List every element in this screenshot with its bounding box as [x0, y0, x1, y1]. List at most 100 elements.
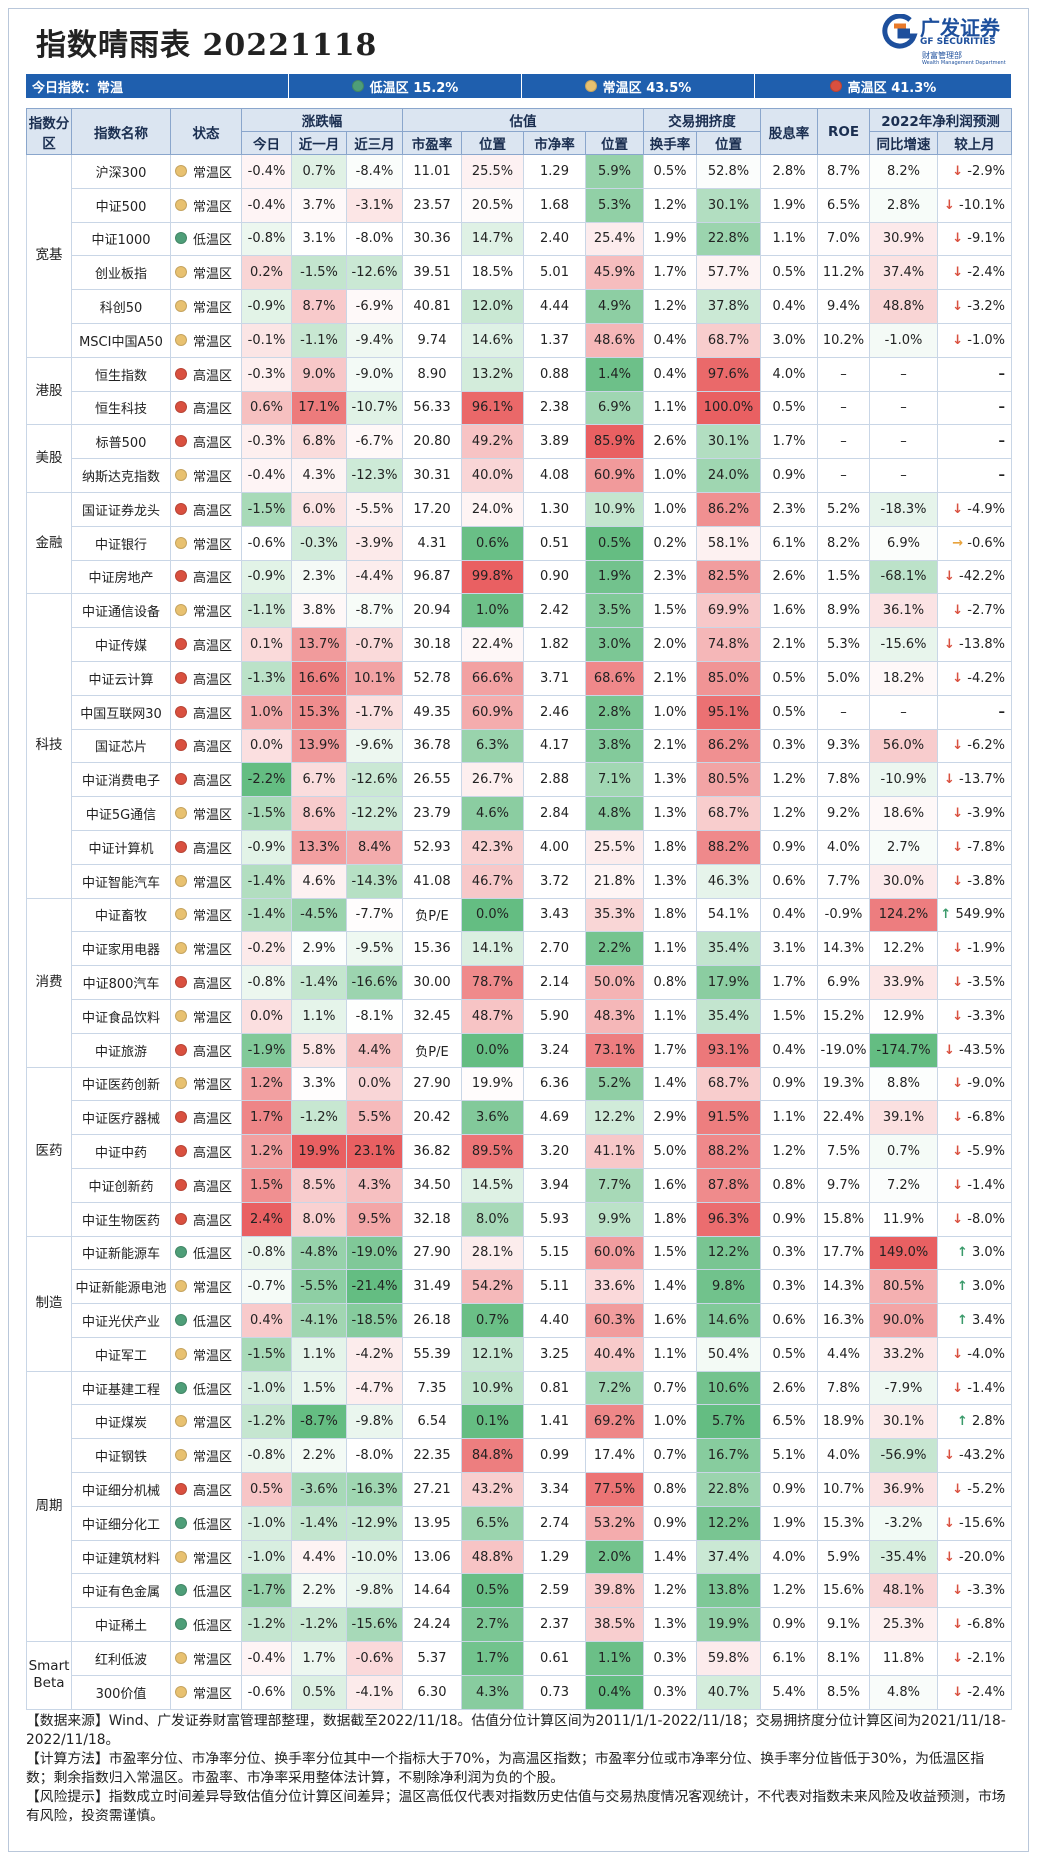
value-cell: 2.8%	[869, 187, 939, 223]
value-cell: -8.0%	[345, 1438, 404, 1474]
value-cell: 1.7%	[760, 965, 819, 1000]
table-row: 科创50 常温区 -0.9% 8.7% -6.9% 40.81 12.0% 4.44 4.9% 1…	[27, 289, 1013, 324]
value-cell: 5.90	[523, 998, 587, 1034]
note: 【数据来源】Wind、广发证券财富管理部整理，数据截至2022/11/18。估值…	[26, 1713, 1006, 1748]
header-row: 指数分区 指数名称 状态 涨跌幅 估值 交易拥挤度 股息率 ROE 2022年净利润预测	[26, 108, 1013, 155]
value-cell: 39.1%	[869, 1100, 939, 1136]
value-cell: 4.44	[523, 289, 587, 324]
value-cell: 54.1%	[696, 897, 762, 933]
value-cell: 1.6%	[760, 593, 819, 629]
name-cell: 国证芯片	[71, 728, 171, 764]
status-dot	[175, 164, 187, 177]
name-cell: 中证中药	[71, 1134, 171, 1169]
zone-dot	[829, 80, 842, 92]
status-dot	[175, 367, 187, 380]
mom-cell: ↓ -4.2%	[937, 660, 1013, 696]
status-cell: 常温区	[170, 1269, 242, 1305]
value-cell: 1.1%	[585, 1641, 645, 1676]
value-cell: 0.5%	[760, 255, 819, 291]
status-cell: 常温区	[170, 1674, 242, 1710]
value-cell: 0.4%	[760, 897, 819, 933]
value-cell: 7.5%	[817, 1134, 871, 1169]
value-cell: 3.0%	[585, 627, 645, 662]
value-cell: –	[869, 356, 939, 392]
value-cell: -0.1%	[241, 322, 292, 358]
status-cell: 常温区	[170, 255, 242, 291]
value-cell: 8.90	[402, 356, 463, 392]
value-cell: 17.7%	[817, 1235, 871, 1271]
value-cell: -0.8%	[241, 221, 292, 257]
value-cell: 1.4%	[643, 1539, 698, 1575]
name-cell: 沪深300	[71, 154, 171, 189]
status-dot	[175, 232, 187, 245]
value-cell: 36.1%	[869, 593, 939, 629]
status-dot	[175, 1178, 187, 1191]
value-cell: 1.37	[523, 322, 587, 358]
value-cell: 0.2%	[241, 255, 292, 291]
mom-cell: –	[937, 424, 1013, 460]
header-cell: 状态	[170, 108, 242, 155]
name-cell: 中证光伏产业	[71, 1303, 171, 1338]
mom-cell: ↑ 2.8%	[937, 1404, 1013, 1440]
mom-cell: –	[937, 694, 1013, 730]
value-cell: 69.2%	[585, 1404, 645, 1440]
header-cell: 位置	[696, 131, 762, 155]
value-cell: -1.0%	[241, 1539, 292, 1575]
group-cell: 科技	[26, 593, 72, 899]
name-cell: 中证800汽车	[71, 965, 171, 1000]
status-dot	[175, 1482, 187, 1495]
value-cell: 2.38	[523, 390, 587, 426]
value-cell: 1.30	[523, 491, 587, 527]
mom-cell: ↓ -43.2%	[937, 1438, 1013, 1474]
header-cell: 同比增速	[869, 131, 939, 155]
value-cell: 11.8%	[869, 1641, 939, 1676]
table-row: 中证智能汽车 常温区 -1.4% 4.6% -14.3% 41.08 46.7% 3.72 21…	[27, 863, 1013, 899]
name-cell: 中国互联网30	[71, 694, 171, 730]
value-cell: -0.9%	[241, 559, 292, 595]
status-text: 低温区	[193, 1517, 233, 1533]
value-cell: 0.5%	[241, 1472, 292, 1507]
status-cell: 高温区	[170, 559, 242, 595]
header-cell: 估值	[402, 108, 645, 132]
value-cell: -1.4%	[241, 897, 292, 933]
value-cell: 43.2%	[461, 1472, 525, 1507]
value-cell: 2.9%	[643, 1100, 698, 1136]
value-cell: 9.3%	[817, 728, 871, 764]
value-cell: 1.6%	[643, 1303, 698, 1338]
table-row: 创业板指 常温区 0.2% -1.5% -12.6% 39.51 18.5% 5.01 45.9…	[27, 255, 1013, 291]
value-cell: 69.9%	[696, 593, 762, 629]
value-cell: 54.2%	[461, 1269, 525, 1305]
table-row: 中证光伏产业 低温区 0.4% -4.1% -18.5% 26.18 0.7% 4.40 60.…	[27, 1303, 1013, 1338]
status-cell: 低温区	[170, 1505, 242, 1541]
value-cell: 5.9%	[817, 1539, 871, 1575]
status-cell: 常温区	[170, 931, 242, 967]
value-cell: 0.73	[523, 1674, 587, 1710]
group-cell: 宽基	[26, 154, 72, 358]
value-cell: 2.59	[523, 1573, 587, 1609]
status-text: 高温区	[193, 368, 233, 384]
status-text: 高温区	[193, 402, 233, 418]
value-cell: 30.36	[402, 221, 463, 257]
table-row: 纳斯达克指数 常温区 -0.4% 4.3% -12.3% 30.31 40.0% 4.08 60…	[27, 458, 1013, 493]
mom-cell: ↓ -2.9%	[937, 154, 1013, 189]
value-cell: 4.4%	[291, 1539, 347, 1575]
value-cell: -9.6%	[345, 728, 404, 764]
logo-icon	[882, 14, 918, 49]
value-cell: 18.6%	[869, 796, 939, 831]
value-cell: 2.1%	[760, 627, 819, 662]
value-cell: 负P/E	[402, 1032, 463, 1068]
value-cell: 1.7%	[643, 1032, 698, 1068]
value-cell: 5.2%	[585, 1066, 645, 1102]
value-cell: 4.17	[523, 728, 587, 764]
value-cell: 45.9%	[585, 255, 645, 291]
value-cell: 0.90	[523, 559, 587, 595]
header-cell: ROE	[817, 108, 871, 155]
status-text: 高温区	[193, 1179, 233, 1195]
value-cell: 0.8%	[643, 1472, 698, 1507]
mom-cell: ↑ 549.9%	[937, 897, 1013, 933]
status-dot	[175, 976, 187, 989]
value-cell: -0.8%	[241, 1438, 292, 1474]
value-cell: –	[817, 390, 871, 426]
value-cell: 4.3%	[345, 1167, 404, 1203]
value-cell: 0.4%	[585, 1674, 645, 1710]
